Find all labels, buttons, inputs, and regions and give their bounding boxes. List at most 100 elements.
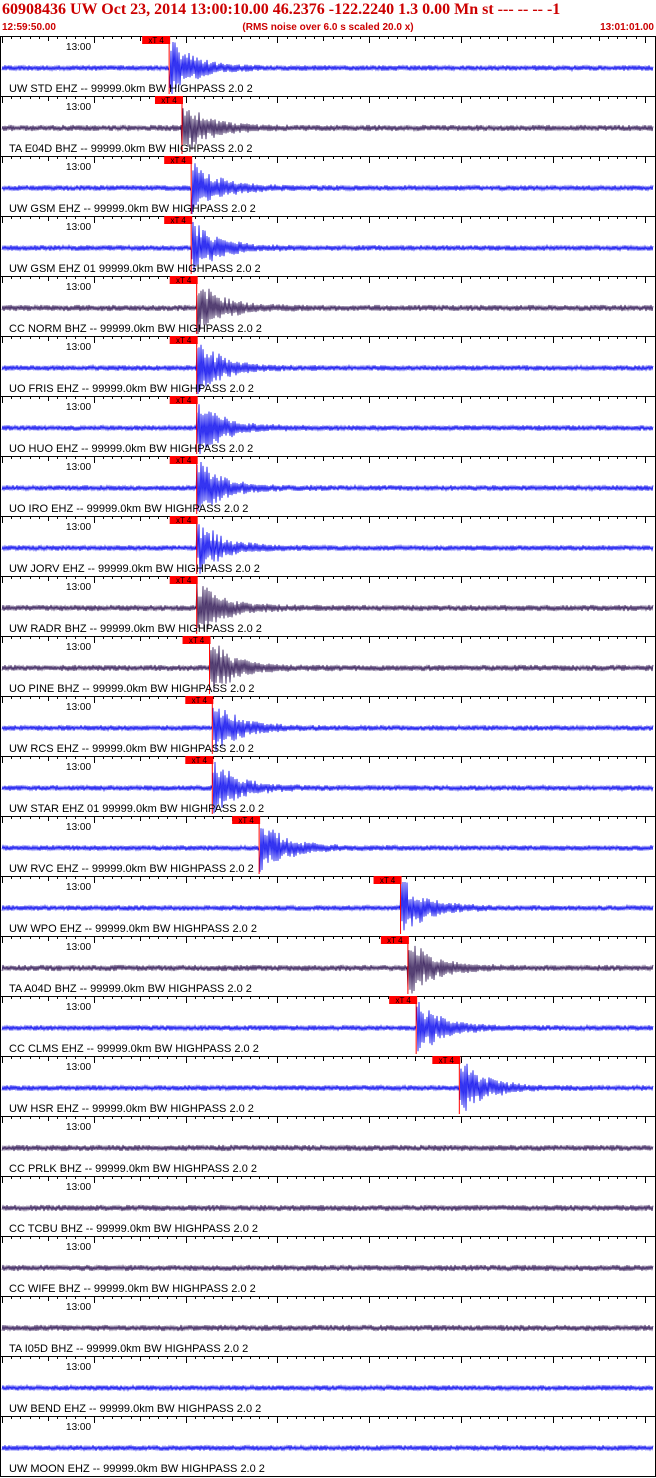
station-label: UW GSM EHZ -- 99999.0km BW HIGHPASS 2.0 …	[9, 203, 256, 215]
pick-label: xT 4	[395, 996, 411, 1005]
pick-flag	[169, 276, 198, 284]
station-label: UW BEND EHZ -- 99999.0km BW HIGHPASS 2.0…	[9, 1403, 261, 1415]
minute-label: 13:00	[66, 42, 91, 53]
waveform-trace	[1, 522, 654, 574]
pick-flag	[185, 756, 214, 764]
waveform-trace	[1, 108, 654, 151]
waveform-trace	[1, 828, 654, 872]
start-time-label: 12:59:50.00	[2, 22, 56, 33]
station-label: UW RCS EHZ -- 99999.0km BW HIGHPASS 2.0 …	[9, 743, 254, 755]
minute-label: 13:00	[66, 1062, 91, 1073]
pick-label: xT 4	[176, 456, 192, 465]
end-time-label: 13:01:01.00	[600, 22, 654, 33]
waveform-trace	[1, 645, 654, 692]
station-label: UW RADR BHZ -- 99999.0km BW HIGHPASS 2.0…	[9, 623, 262, 635]
waveform-trace	[1, 1324, 654, 1332]
pick-label: xT 4	[176, 576, 192, 585]
pick-label: xT 4	[176, 396, 192, 405]
pick-label: xT 4	[439, 1056, 455, 1065]
station-label: TA A04D BHZ -- 99999.0km BW HIGHPASS 2.0…	[9, 983, 252, 995]
minute-label: 13:00	[66, 522, 91, 533]
waveform-trace	[1, 1264, 654, 1272]
minute-label: 13:00	[66, 1002, 91, 1013]
minute-label: 13:00	[66, 222, 91, 233]
waveform-trace	[1, 1383, 654, 1392]
pick-label: xT 4	[238, 816, 254, 825]
minute-label: 13:00	[66, 462, 91, 473]
pick-label: xT 4	[387, 936, 403, 945]
station-label: TA E04D BHZ -- 99999.0km BW HIGHPASS 2.0…	[9, 143, 253, 155]
pick-label: xT 4	[161, 96, 177, 105]
station-label: UW HSR EHZ -- 99999.0km BW HIGHPASS 2.0 …	[9, 1103, 254, 1115]
minute-label: 13:00	[66, 162, 91, 173]
minute-label: 13:00	[66, 1422, 91, 1433]
waveform-trace	[1, 945, 654, 994]
pick-flag	[432, 1056, 461, 1064]
station-label: UW WPO EHZ -- 99999.0km BW HIGHPASS 2.0 …	[9, 923, 257, 935]
pick-label: xT 4	[176, 276, 192, 285]
pick-label: xT 4	[192, 756, 208, 765]
station-label: CC WIFE BHZ -- 99999.0km BW HIGHPASS 2.0…	[9, 1283, 256, 1295]
minute-label: 13:00	[66, 582, 91, 593]
waveform-trace	[1, 761, 654, 814]
minute-label: 13:00	[66, 822, 91, 833]
pick-flag	[154, 96, 183, 104]
minute-label: 13:00	[66, 1302, 91, 1313]
pick-flag	[185, 696, 214, 704]
station-label: UW MOON EHZ -- 99999.0km BW HIGHPASS 2.0…	[9, 1463, 265, 1475]
pick-label: xT 4	[170, 216, 186, 225]
station-label: CC TCBU BHZ -- 99999.0km BW HIGHPASS 2.0…	[9, 1223, 258, 1235]
waveform-trace	[1, 1444, 654, 1452]
noise-note: (RMS noise over 6.0 s scaled 20.0 x)	[242, 22, 414, 33]
station-label: UW STAR EHZ 01 99999.0km BW HIGHPASS 2.0…	[9, 803, 264, 815]
waveform-trace	[1, 881, 654, 931]
minute-label: 13:00	[66, 1182, 91, 1193]
pick-label: xT 4	[192, 696, 208, 705]
waveform-trace	[1, 1144, 654, 1152]
waveform-trace	[1, 163, 654, 215]
pick-label: xT 4	[148, 36, 164, 45]
pick-flag	[169, 456, 198, 464]
station-label: UW RVC EHZ -- 99999.0km BW HIGHPASS 2.0 …	[9, 863, 254, 875]
waveform-trace	[1, 1001, 654, 1052]
station-label: UO FRIS EHZ -- 99999.0km BW HIGHPASS 2.0…	[9, 383, 254, 395]
waveform-trace	[1, 221, 654, 273]
station-label: CC NORM BHZ -- 99999.0km BW HIGHPASS 2.0…	[9, 323, 262, 335]
minute-label: 13:00	[66, 402, 91, 413]
pick-label: xT 4	[189, 636, 205, 645]
minute-label: 13:00	[66, 942, 91, 953]
waveform-trace	[1, 581, 654, 632]
station-label: CC CLMS EHZ -- 99999.0km BW HIGHPASS 2.0…	[9, 1043, 259, 1055]
minute-label: 13:00	[66, 282, 91, 293]
station-label: UO HUO EHZ -- 99999.0km BW HIGHPASS 2.0 …	[9, 443, 253, 455]
minute-label: 13:00	[66, 342, 91, 353]
event-header: 60908436 UW Oct 23, 2014 13:00:10.00 46.…	[2, 1, 561, 18]
station-label: TA I05D BHZ -- 99999.0km BW HIGHPASS 2.0…	[9, 1343, 248, 1355]
minute-label: 13:00	[66, 762, 91, 773]
station-label: UW JORV EHZ -- 99999.0km BW HIGHPASS 2.0…	[9, 563, 260, 575]
pick-flag	[169, 576, 198, 584]
minute-label: 13:00	[66, 1242, 91, 1253]
minute-label: 13:00	[66, 642, 91, 653]
pick-flag	[164, 216, 193, 224]
minute-label: 13:00	[66, 1362, 91, 1373]
waveform-trace	[1, 1063, 654, 1111]
station-label: UW GSM EHZ 01 99999.0km BW HIGHPASS 2.0 …	[9, 263, 261, 275]
waveform-trace	[1, 344, 654, 395]
waveform-trace	[1, 1204, 654, 1212]
station-label: UW STD EHZ -- 99999.0km BW HIGHPASS 2.0 …	[9, 83, 253, 95]
station-label: UO IRO EHZ -- 99999.0km BW HIGHPASS 2.0 …	[9, 503, 248, 515]
pick-label: xT 4	[380, 876, 396, 885]
waveform-trace	[1, 288, 654, 335]
pick-flag	[182, 636, 211, 644]
pick-flag	[389, 996, 418, 1004]
minute-label: 13:00	[66, 702, 91, 713]
pick-label: xT 4	[170, 156, 186, 165]
minute-label: 13:00	[66, 1122, 91, 1133]
pick-flag	[380, 936, 409, 944]
waveform-trace	[1, 461, 654, 512]
minute-label: 13:00	[66, 102, 91, 113]
waveform-trace	[1, 707, 654, 752]
pick-label: xT 4	[176, 336, 192, 345]
